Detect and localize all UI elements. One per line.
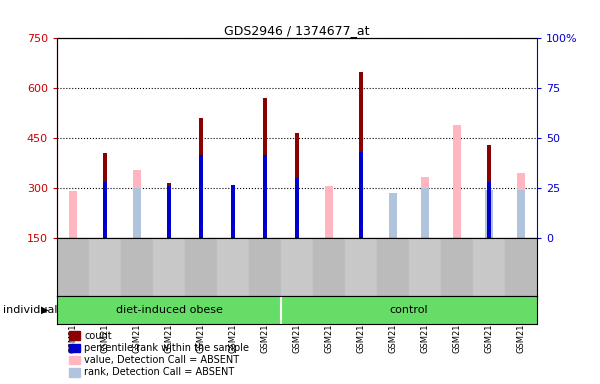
Bar <box>345 238 377 296</box>
Title: GDS2946 / 1374677_at: GDS2946 / 1374677_at <box>224 24 370 37</box>
Text: value, Detection Call = ABSENT: value, Detection Call = ABSENT <box>84 355 239 365</box>
Text: individual: individual <box>3 305 58 315</box>
Bar <box>517 190 525 238</box>
Bar <box>421 188 429 238</box>
Bar <box>103 182 107 238</box>
Text: count: count <box>84 331 112 341</box>
Bar <box>505 238 537 296</box>
Bar <box>133 170 141 238</box>
Text: rank, Detection Call = ABSENT: rank, Detection Call = ABSENT <box>84 367 234 377</box>
Bar <box>295 133 299 238</box>
Bar <box>121 238 153 296</box>
Bar <box>441 238 473 296</box>
Bar <box>389 193 397 238</box>
Bar <box>295 178 299 238</box>
Bar <box>313 238 345 296</box>
Bar <box>409 238 441 296</box>
Bar <box>199 118 203 238</box>
Text: control: control <box>389 305 428 315</box>
Bar <box>281 238 313 296</box>
Bar <box>453 125 461 238</box>
Bar <box>263 98 268 238</box>
Bar <box>325 187 333 238</box>
Bar <box>185 238 217 296</box>
Bar <box>199 155 203 238</box>
Bar <box>57 238 89 296</box>
Bar <box>89 238 121 296</box>
Bar <box>69 192 77 238</box>
Bar <box>167 187 172 238</box>
Bar <box>103 152 107 238</box>
Bar <box>487 182 491 238</box>
Bar <box>153 238 185 296</box>
Bar <box>485 190 493 238</box>
Bar <box>167 183 172 238</box>
Text: diet-induced obese: diet-induced obese <box>116 305 223 315</box>
Bar <box>359 72 364 238</box>
Bar <box>487 145 491 238</box>
Bar <box>133 188 141 238</box>
Bar <box>263 155 268 238</box>
Bar <box>230 185 235 238</box>
Bar <box>473 238 505 296</box>
Bar <box>377 238 409 296</box>
Bar <box>217 238 249 296</box>
Text: ▶: ▶ <box>41 305 49 315</box>
Bar <box>249 238 281 296</box>
Bar <box>359 152 364 238</box>
Bar <box>517 173 525 238</box>
Bar <box>421 177 429 238</box>
Text: percentile rank within the sample: percentile rank within the sample <box>84 343 249 353</box>
